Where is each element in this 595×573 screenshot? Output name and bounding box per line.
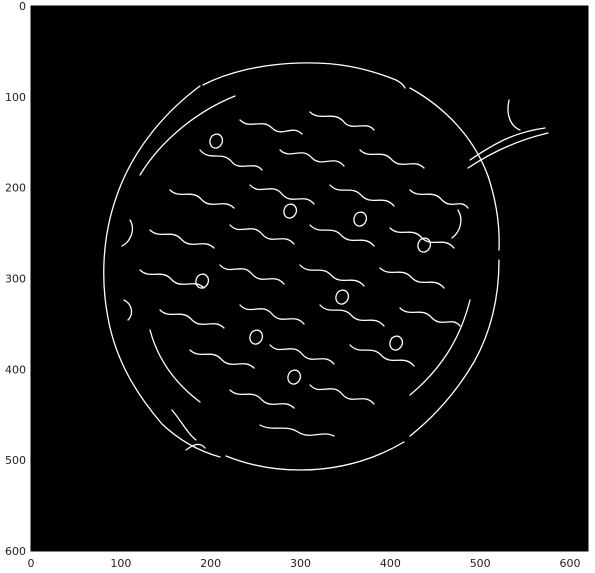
edge-lines [103,62,549,471]
x-tick-label: 500 [470,557,491,570]
y-tick-label: 0 [19,0,26,13]
x-tick-label: 200 [200,557,221,570]
y-tick-label: 600 [5,545,26,558]
image-area [31,6,588,551]
x-tick-label: 300 [290,557,311,570]
y-tick-label: 200 [5,182,26,195]
y-tick-label: 300 [5,273,26,286]
x-tick-label: 600 [560,557,581,570]
y-tick-label: 500 [5,454,26,467]
x-tick-label: 100 [110,557,131,570]
y-tick-label: 400 [5,363,26,376]
x-tick-label: 0 [28,557,35,570]
x-tick-label: 400 [380,557,401,570]
y-tick-label: 100 [5,91,26,104]
